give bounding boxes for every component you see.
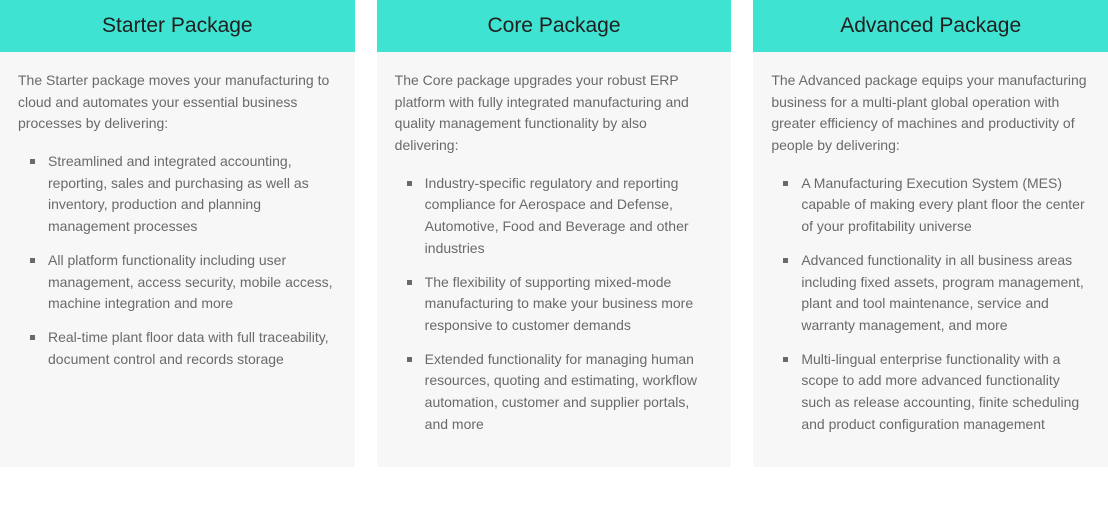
package-list: Streamlined and integrated accounting, r…: [18, 151, 337, 370]
list-item: Industry-specific regulatory and reporti…: [413, 173, 714, 260]
list-item: The flexibility of supporting mixed-mode…: [413, 272, 714, 337]
package-body: The Advanced package equips your manufac…: [753, 52, 1108, 467]
list-item: All platform functionality including use…: [36, 250, 337, 315]
list-item: Real-time plant floor data with full tra…: [36, 327, 337, 370]
list-item: A Manufacturing Execution System (MES) c…: [789, 173, 1090, 238]
list-item: Advanced functionality in all business a…: [789, 250, 1090, 337]
packages-container: Starter Package The Starter package move…: [0, 0, 1108, 467]
package-intro: The Core package upgrades your robust ER…: [395, 70, 714, 157]
package-title: Starter Package: [0, 14, 355, 38]
package-card-advanced: Advanced Package The Advanced package eq…: [753, 0, 1108, 467]
package-list: Industry-specific regulatory and reporti…: [395, 173, 714, 436]
package-intro: The Advanced package equips your manufac…: [771, 70, 1090, 157]
list-item: Extended functionality for managing huma…: [413, 349, 714, 436]
package-intro: The Starter package moves your manufactu…: [18, 70, 337, 135]
list-item: Streamlined and integrated accounting, r…: [36, 151, 337, 238]
package-list: A Manufacturing Execution System (MES) c…: [771, 173, 1090, 436]
package-header: Advanced Package: [753, 0, 1108, 52]
package-title: Advanced Package: [753, 14, 1108, 38]
package-header: Core Package: [377, 0, 732, 52]
package-body: The Core package upgrades your robust ER…: [377, 52, 732, 467]
package-body: The Starter package moves your manufactu…: [0, 52, 355, 402]
package-card-starter: Starter Package The Starter package move…: [0, 0, 355, 467]
package-header: Starter Package: [0, 0, 355, 52]
package-title: Core Package: [377, 14, 732, 38]
package-card-core: Core Package The Core package upgrades y…: [377, 0, 732, 467]
list-item: Multi-lingual enterprise functionality w…: [789, 349, 1090, 436]
